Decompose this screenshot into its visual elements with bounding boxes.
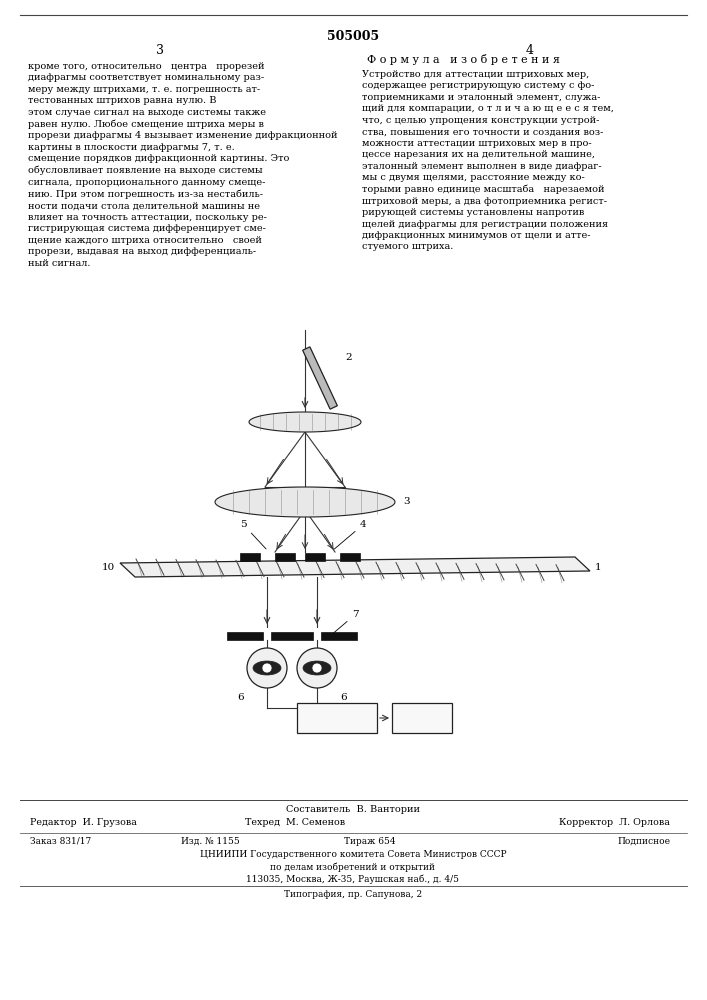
Text: 6: 6 [238,693,244,702]
Text: 8: 8 [333,712,341,724]
Polygon shape [303,347,337,409]
Text: Тираж 654: Тираж 654 [344,837,396,846]
Polygon shape [215,487,395,517]
Circle shape [297,648,337,688]
Text: 4: 4 [334,520,367,549]
Bar [305,553,325,561]
Bar [227,632,263,640]
Text: Изд. № 1155: Изд. № 1155 [180,837,240,846]
Text: 7: 7 [332,610,358,634]
Text: 1: 1 [595,562,602,572]
Text: 5: 5 [240,520,266,549]
Polygon shape [253,661,281,675]
Bar [321,632,357,640]
Text: по делам изобретений и открытий: по делам изобретений и открытий [271,862,436,871]
Text: кроме того, относительно   центра   прорезей
диафрагмы соответствует номинальном: кроме того, относительно центра прорезей… [28,62,337,268]
Text: Техред  М. Семенов: Техред М. Семенов [245,818,345,827]
Text: 9: 9 [418,712,426,724]
Text: Корректор  Л. Орлова: Корректор Л. Орлова [559,818,670,827]
Text: 3: 3 [403,497,409,506]
Circle shape [312,663,322,673]
Bar [240,553,260,561]
Text: Типография, пр. Сапунова, 2: Типография, пр. Сапунова, 2 [284,890,422,899]
Text: 3: 3 [156,44,164,57]
Text: ЦНИИПИ Государственного комитета Совета Министров СССР: ЦНИИПИ Государственного комитета Совета … [199,850,506,859]
Text: 113035, Москва, Ж-35, Раушская наб., д. 4/5: 113035, Москва, Ж-35, Раушская наб., д. … [247,874,460,884]
Text: 10: 10 [102,562,115,572]
Bar [271,632,313,640]
Circle shape [247,648,287,688]
Polygon shape [303,661,331,675]
Bar [275,553,295,561]
Circle shape [262,663,272,673]
Text: 505005: 505005 [327,30,379,43]
Text: 6: 6 [340,693,346,702]
Text: Заказ 831/17: Заказ 831/17 [30,837,91,846]
Bar [392,703,452,733]
Polygon shape [120,557,590,577]
Text: Редактор  И. Грузова: Редактор И. Грузова [30,818,137,827]
Bar [340,553,360,561]
Text: 2: 2 [345,354,351,362]
Text: Подписное: Подписное [617,837,670,846]
Polygon shape [249,412,361,432]
Text: Составитель  В. Вантории: Составитель В. Вантории [286,805,420,814]
Bar [297,703,377,733]
Text: Ф о р м у л а   и з о б р е т е н и я: Ф о р м у л а и з о б р е т е н и я [366,54,559,65]
Text: Устройство для аттестации штриховых мер,
содержащее регистрирующую систему с фо-: Устройство для аттестации штриховых мер,… [362,70,614,251]
Text: 4: 4 [526,44,534,57]
